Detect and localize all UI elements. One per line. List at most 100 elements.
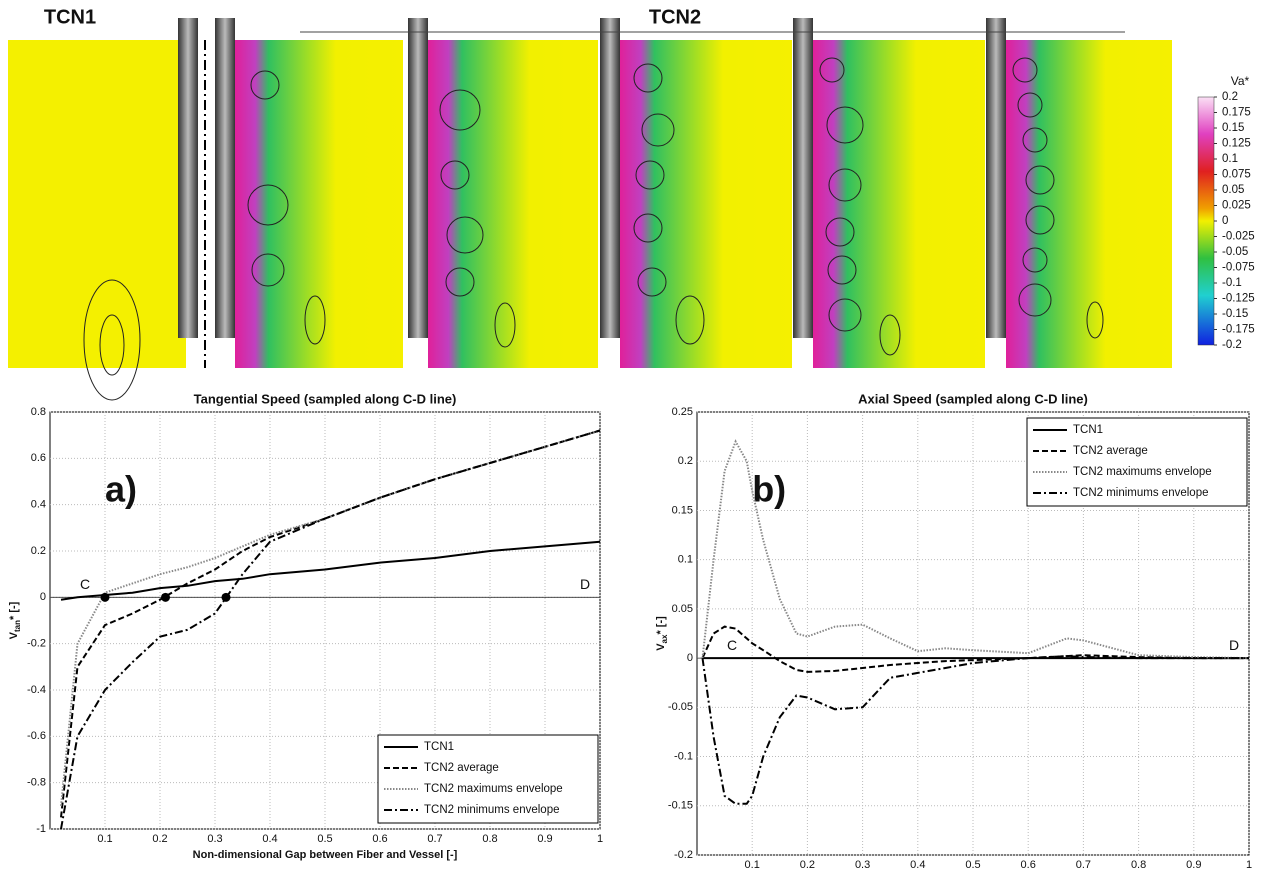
x-tick-label: 0.3 (855, 859, 870, 871)
tcn2-fields (235, 18, 1172, 368)
panel-label: a) (105, 469, 137, 510)
x-tick-label: 0.5 (317, 833, 332, 845)
point-label-d: D (580, 576, 590, 592)
colorbar-tick-label: -0.175 (1222, 324, 1255, 336)
y-tick-label: 0 (40, 591, 46, 603)
x-tick-label: 0.6 (1021, 859, 1036, 871)
legend-label: TCN2 maximums envelope (1073, 466, 1212, 478)
y-label-rest: * [-] (8, 601, 20, 620)
marker (161, 592, 170, 602)
colorbar-tick-label: 0.075 (1222, 169, 1251, 181)
x-tick-label: 0.8 (1131, 859, 1146, 871)
colorbar-tick-label: 0 (1222, 215, 1228, 227)
y-label-main: V (8, 631, 20, 639)
x-tick-label: 0.5 (965, 859, 980, 871)
series-line (60, 540, 601, 601)
cylinder (793, 18, 813, 338)
legend-label: TCN2 minimums envelope (1073, 487, 1209, 499)
y-tick-label: 0 (687, 652, 693, 664)
field (428, 40, 598, 368)
field-tcn1 (8, 40, 186, 368)
vortices (247, 57, 1104, 356)
x-tick-label: 0.1 (745, 859, 760, 871)
colorbar-tick-label: 0.15 (1222, 122, 1244, 134)
marker (221, 592, 231, 602)
x-tick-label: 0.9 (537, 833, 552, 845)
y-tick-label: -0.2 (674, 849, 693, 861)
point-label-c: C (80, 576, 90, 592)
y-tick-label: -0.4 (27, 684, 46, 696)
x-tick-label: 0.3 (207, 833, 222, 845)
legend-box (1026, 417, 1248, 507)
field (620, 40, 792, 368)
x-tick-label: 0.2 (800, 859, 815, 871)
y-tick-label: -0.1 (674, 750, 693, 762)
y-tick-label: 0.6 (31, 452, 46, 464)
y-tick-label: 0.15 (672, 504, 693, 516)
colorbar-tick-label: -0.025 (1222, 231, 1255, 243)
vortex (99, 314, 125, 376)
y-axis-label: Vtan* [-] (8, 601, 22, 639)
x-axis-label: Non-dimensional Gap between Fiber and Ve… (193, 849, 458, 861)
vortex (83, 279, 141, 401)
x-tick-label: 0.6 (372, 833, 387, 845)
y-tick-label: 0.2 (678, 455, 693, 467)
colorbar-tick-label: -0.075 (1222, 262, 1255, 274)
y-tick-label: 0.25 (672, 406, 693, 418)
series-line (701, 655, 1249, 805)
colorbar-tick-label: -0.125 (1222, 293, 1255, 305)
label-tcn1: TCN1 (44, 6, 96, 28)
x-tick-label: 0.4 (262, 833, 277, 845)
chart: 0.1 0.2 0.3 0.4 0.5 0.6 0.7 0.8 0.9 1 -0.2 -0.15 -0.… (655, 391, 1252, 871)
y-tick-label: 0.1 (678, 554, 693, 566)
legend-label: TCN1 (424, 741, 454, 753)
y-tick-label: -0.05 (668, 701, 693, 713)
series-line (701, 439, 1250, 660)
colorbar-tick-label: 0.175 (1222, 107, 1251, 119)
x-tick-label: 1 (1246, 859, 1252, 871)
cylinder (178, 18, 198, 338)
y-axis-label: Vax* [-] (655, 616, 669, 651)
chart: 0.1 0.2 0.3 0.4 0.5 0.6 0.7 0.8 0.9 1 -1 -0.8 -0.6 -0… (8, 391, 603, 860)
colorbar (1197, 96, 1215, 346)
y-label-rest: * [-] (655, 616, 667, 635)
colorbar-tick-label: -0.1 (1222, 277, 1242, 289)
colorbar-tick-label: -0.05 (1222, 246, 1248, 258)
x-tick-label: 0.7 (427, 833, 442, 845)
field (813, 40, 985, 368)
colorbar-tick-label: 0.05 (1222, 184, 1244, 196)
y-tick-label: -0.2 (27, 638, 46, 650)
legend-label: TCN2 maximums envelope (424, 783, 563, 795)
x-tick-label: 0.7 (1076, 859, 1091, 871)
charts: 0.1 0.2 0.3 0.4 0.5 0.6 0.7 0.8 0.9 1 -1 -0.8 -0.6 -0… (8, 391, 1252, 871)
y-label-sub: ax (660, 634, 669, 643)
chart-title: Axial Speed (sampled along C-D line) (858, 391, 1088, 406)
cylinder (408, 18, 428, 338)
series-line (60, 429, 601, 830)
x-tick-label: 0.8 (482, 833, 497, 845)
y-tick-label: 0.8 (31, 406, 46, 418)
chart-title: Tangential Speed (sampled along C-D line… (194, 391, 457, 406)
legend-label: TCN2 average (424, 762, 499, 774)
y-label-sub: tan (13, 620, 22, 632)
y-tick-label: 0.05 (672, 603, 693, 615)
field (1006, 40, 1172, 368)
y-tick-label: -0.6 (27, 730, 46, 742)
y-label-main: V (655, 643, 667, 651)
x-tick-label: 0.1 (97, 833, 112, 845)
y-tick-label: 0.4 (31, 499, 46, 511)
colorbar-tick-label: 0.125 (1222, 138, 1251, 150)
legend-box (377, 734, 599, 824)
x-tick-label: 0.2 (152, 833, 167, 845)
y-tick-label: 0.2 (31, 545, 46, 557)
y-tick-label: -1 (36, 823, 46, 835)
flow-fields: TCN1 TCN2 Va* (8, 6, 1250, 401)
y-tick-label: -0.8 (27, 777, 46, 789)
legend-label: TCN1 (1073, 424, 1103, 436)
marker (100, 592, 110, 602)
colorbar-tick-label: 0.025 (1222, 200, 1251, 212)
cylinder (986, 18, 1006, 338)
point-label-d: D (1229, 637, 1239, 653)
colorbar-tick-label: -0.15 (1222, 308, 1248, 320)
